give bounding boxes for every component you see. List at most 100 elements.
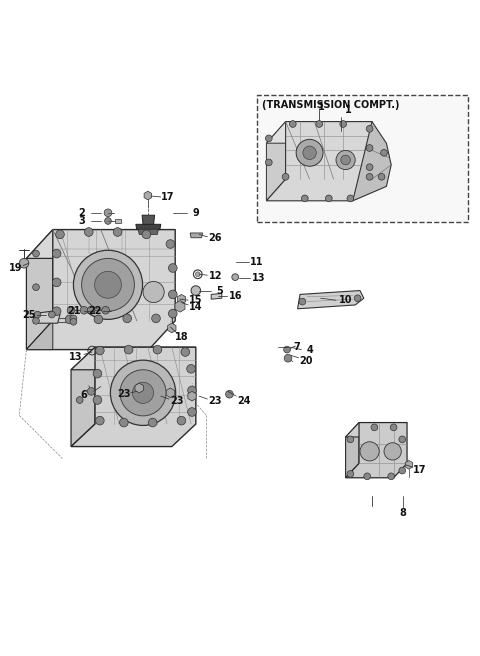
Text: 11: 11 bbox=[250, 256, 264, 267]
Polygon shape bbox=[166, 388, 175, 398]
Text: 5: 5 bbox=[216, 286, 223, 296]
Circle shape bbox=[284, 346, 290, 353]
Circle shape bbox=[360, 441, 379, 461]
Circle shape bbox=[316, 121, 323, 127]
Circle shape bbox=[336, 150, 355, 170]
Circle shape bbox=[82, 258, 134, 311]
Circle shape bbox=[48, 311, 55, 318]
Circle shape bbox=[168, 290, 177, 298]
Circle shape bbox=[378, 173, 385, 180]
Circle shape bbox=[56, 230, 64, 239]
Circle shape bbox=[168, 309, 177, 318]
Circle shape bbox=[65, 315, 74, 323]
Circle shape bbox=[96, 346, 104, 355]
Circle shape bbox=[52, 249, 61, 258]
Circle shape bbox=[366, 125, 373, 132]
Circle shape bbox=[296, 139, 323, 166]
Polygon shape bbox=[26, 230, 175, 350]
Circle shape bbox=[188, 386, 196, 395]
Circle shape bbox=[191, 286, 201, 295]
Circle shape bbox=[177, 417, 186, 425]
Circle shape bbox=[168, 264, 177, 272]
Text: 16: 16 bbox=[228, 291, 242, 301]
Polygon shape bbox=[266, 121, 372, 201]
Circle shape bbox=[232, 274, 239, 281]
Circle shape bbox=[152, 314, 160, 323]
Circle shape bbox=[104, 209, 112, 216]
Text: 13: 13 bbox=[252, 273, 265, 283]
Text: 2: 2 bbox=[78, 208, 85, 218]
Text: 23: 23 bbox=[208, 396, 222, 406]
Circle shape bbox=[70, 315, 77, 321]
Text: 25: 25 bbox=[22, 310, 36, 320]
Text: 18: 18 bbox=[175, 332, 188, 342]
Polygon shape bbox=[405, 461, 413, 469]
Circle shape bbox=[303, 146, 316, 159]
Polygon shape bbox=[298, 291, 364, 309]
Circle shape bbox=[52, 307, 61, 316]
Text: (TRANSMISSION COMPT.): (TRANSMISSION COMPT.) bbox=[262, 100, 399, 110]
Text: 9: 9 bbox=[192, 208, 199, 218]
Circle shape bbox=[399, 467, 406, 474]
Polygon shape bbox=[135, 383, 144, 393]
Text: 21: 21 bbox=[68, 306, 81, 316]
Text: 23: 23 bbox=[117, 389, 131, 400]
Circle shape bbox=[366, 164, 373, 171]
Polygon shape bbox=[142, 215, 155, 225]
Polygon shape bbox=[168, 323, 176, 333]
Circle shape bbox=[347, 470, 354, 478]
Circle shape bbox=[95, 272, 121, 298]
Text: 17: 17 bbox=[413, 464, 427, 474]
Circle shape bbox=[340, 121, 347, 127]
Circle shape bbox=[188, 407, 196, 417]
Polygon shape bbox=[353, 121, 391, 201]
Text: 24: 24 bbox=[237, 396, 251, 406]
Polygon shape bbox=[136, 224, 161, 230]
Circle shape bbox=[390, 424, 397, 431]
Polygon shape bbox=[26, 230, 175, 258]
Circle shape bbox=[124, 345, 133, 354]
Text: 8: 8 bbox=[400, 508, 407, 518]
Circle shape bbox=[80, 306, 88, 314]
Circle shape bbox=[33, 250, 39, 257]
Polygon shape bbox=[144, 191, 152, 200]
Polygon shape bbox=[211, 293, 222, 299]
Polygon shape bbox=[138, 229, 158, 234]
Circle shape bbox=[120, 370, 166, 416]
Circle shape bbox=[94, 315, 103, 323]
Circle shape bbox=[347, 195, 354, 202]
Polygon shape bbox=[71, 347, 196, 447]
Circle shape bbox=[142, 230, 151, 239]
Polygon shape bbox=[188, 392, 196, 401]
Circle shape bbox=[282, 173, 289, 180]
Text: 15: 15 bbox=[189, 295, 203, 305]
Circle shape bbox=[187, 365, 195, 373]
Circle shape bbox=[347, 436, 354, 443]
Text: 22: 22 bbox=[88, 306, 102, 316]
Circle shape bbox=[33, 284, 39, 291]
Circle shape bbox=[113, 228, 122, 236]
Circle shape bbox=[341, 155, 350, 165]
Text: 19: 19 bbox=[9, 263, 22, 273]
Text: 14: 14 bbox=[189, 302, 203, 312]
Polygon shape bbox=[26, 321, 53, 350]
Circle shape bbox=[93, 396, 102, 404]
Text: 10: 10 bbox=[339, 295, 352, 305]
Polygon shape bbox=[190, 233, 203, 237]
Polygon shape bbox=[346, 422, 359, 478]
Circle shape bbox=[284, 354, 292, 362]
Circle shape bbox=[265, 135, 272, 142]
Circle shape bbox=[289, 121, 296, 127]
Circle shape bbox=[195, 272, 200, 277]
Text: 6: 6 bbox=[81, 390, 87, 400]
Circle shape bbox=[148, 419, 157, 427]
Text: 12: 12 bbox=[209, 271, 223, 281]
Circle shape bbox=[384, 443, 401, 460]
Circle shape bbox=[301, 195, 308, 202]
Text: 1: 1 bbox=[345, 104, 351, 115]
Circle shape bbox=[73, 250, 143, 319]
Circle shape bbox=[52, 278, 61, 287]
Circle shape bbox=[366, 144, 373, 152]
Circle shape bbox=[153, 345, 162, 354]
FancyBboxPatch shape bbox=[257, 95, 468, 222]
